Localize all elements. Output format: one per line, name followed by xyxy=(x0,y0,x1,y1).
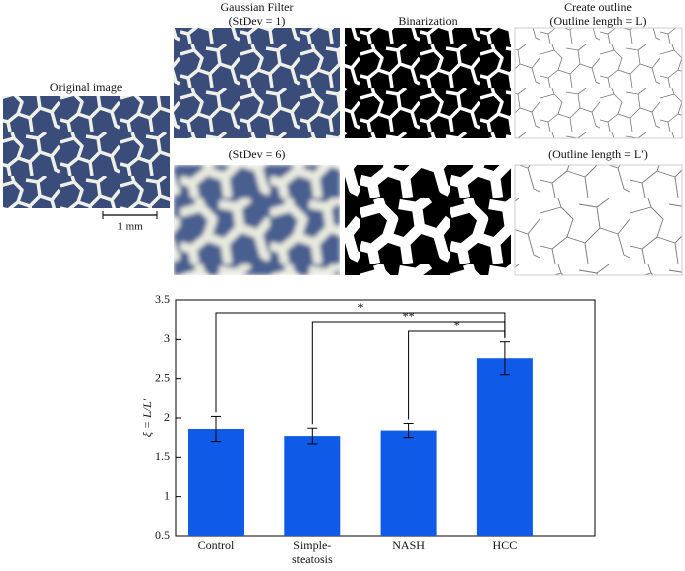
panel-label: Create outline xyxy=(564,0,632,14)
panel-label: Gaussian Filter xyxy=(221,0,294,14)
panel-label: (Outline length = L′) xyxy=(548,147,648,161)
panel-label: (Outline length = L) xyxy=(549,14,646,28)
significance-label: ** xyxy=(403,309,415,323)
y-tick-label: 2.5 xyxy=(155,370,170,384)
error-bar xyxy=(403,423,414,439)
bar xyxy=(380,430,437,536)
y-tick-label: 1.5 xyxy=(155,449,170,463)
significance-bracket xyxy=(311,321,506,425)
panel-label: Original image xyxy=(50,80,122,94)
y-tick-label: 0.5 xyxy=(155,528,170,542)
scale-label: 1 mm xyxy=(117,221,143,233)
x-tick-label: Simple-steatosis xyxy=(292,538,333,566)
error-bar xyxy=(499,341,510,376)
original-image xyxy=(3,96,170,208)
image-panels xyxy=(3,27,683,276)
y-tick-label: 3 xyxy=(164,331,170,345)
significance-label: * xyxy=(454,318,460,332)
panel-label: (StDev = 6) xyxy=(229,147,286,161)
binary-image xyxy=(345,28,511,138)
error-bar xyxy=(307,427,318,445)
x-tick-label: NASH xyxy=(392,538,425,552)
error-bar xyxy=(211,415,221,443)
x-tick-label: Control xyxy=(198,538,235,552)
significance-bracket xyxy=(408,330,506,420)
panel-label: Binarization xyxy=(398,14,457,28)
panel-label: (StDev = 1) xyxy=(229,14,286,28)
outline-image xyxy=(514,27,683,139)
y-tick-label: 1 xyxy=(164,488,170,502)
y-tick-label: 3.5 xyxy=(155,292,170,306)
y-axis-label: ξ = L/L′ xyxy=(140,398,154,437)
significance-bracket xyxy=(215,312,506,413)
gaussian-image xyxy=(174,28,340,138)
significance-label: * xyxy=(357,300,363,314)
bar xyxy=(284,436,341,536)
bar xyxy=(476,358,533,536)
bar xyxy=(188,429,244,536)
binary-image-smooth xyxy=(345,165,511,275)
y-tick-label: 2 xyxy=(164,410,170,424)
gaussian-image-blurred xyxy=(174,165,340,275)
outline-image-smooth xyxy=(514,164,683,276)
x-tick-label: HCC xyxy=(493,538,518,552)
